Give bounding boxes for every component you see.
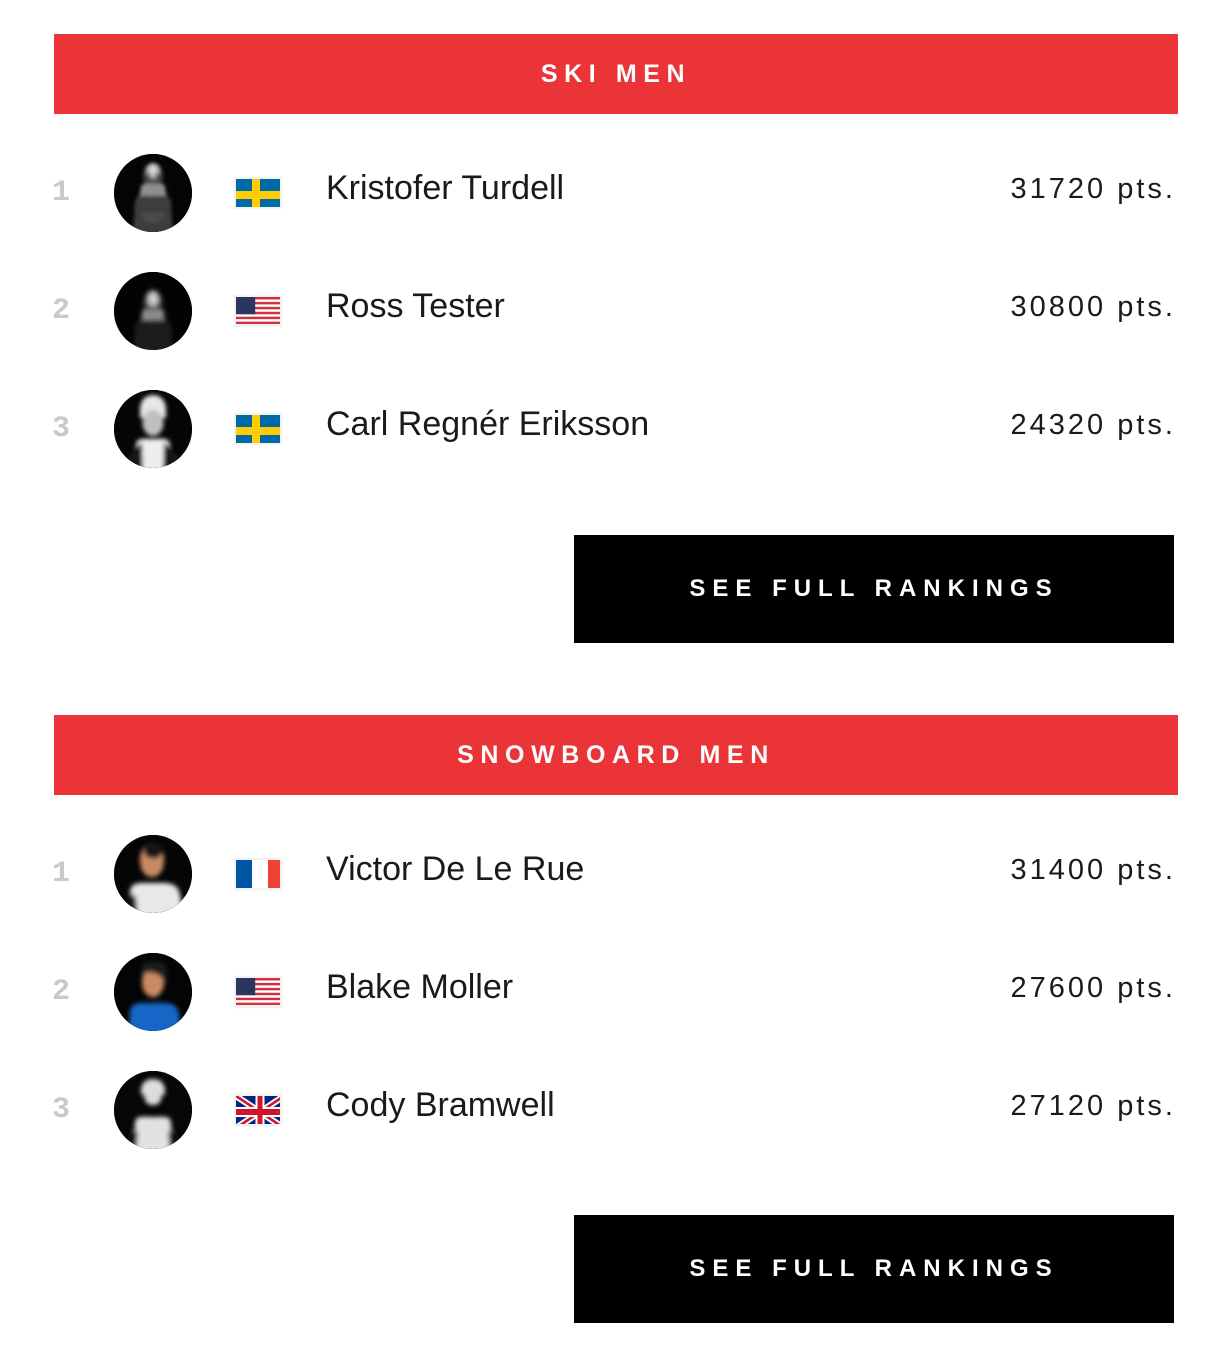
svg-text:KRISTOFER: KRISTOFER (142, 213, 164, 217)
svg-text:TURDELL: TURDELL (144, 218, 162, 222)
